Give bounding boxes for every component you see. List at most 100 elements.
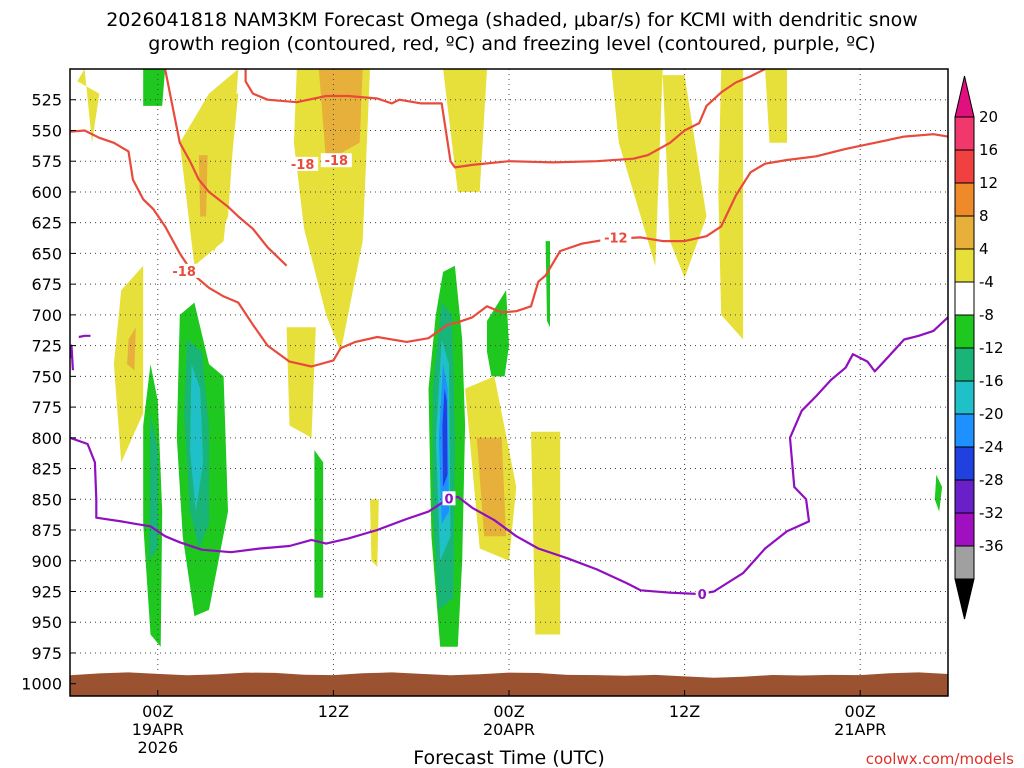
- omega-region-24: [545, 241, 550, 328]
- colorbar-label-12: -32: [979, 504, 1004, 522]
- contour-label-1: -18: [172, 265, 196, 280]
- colorbar-box-6: [954, 314, 975, 349]
- contour-label-bg-1: [168, 263, 200, 278]
- y-tick-label-875: 875: [31, 521, 62, 540]
- y-tick-label-725: 725: [31, 337, 62, 356]
- omega-region-5: [286, 327, 316, 438]
- x-tick-label-0: 00Z: [142, 702, 173, 721]
- contour-line-1: [164, 69, 288, 267]
- y-tick-label-850: 850: [31, 490, 62, 509]
- omega-region-26: [149, 413, 158, 561]
- omega-region-6: [370, 499, 379, 567]
- contour-label-bg-0: [287, 156, 319, 171]
- colorbar-box-0: [954, 116, 975, 151]
- colorbar-label-3: 8: [979, 207, 989, 225]
- colorbar: 20 16 12 8 4 -4 -8 -12 -16 -20 -24 -28 -32 -36: [954, 75, 1004, 620]
- colorbar-box-12: [954, 512, 975, 547]
- omega-region-25: [934, 474, 943, 512]
- contour-line-5: [78, 334, 91, 339]
- colorbar-bottom-arrow: [954, 578, 975, 620]
- y-tick-label-575: 575: [31, 152, 62, 171]
- colorbar-label-6: -8: [979, 306, 994, 324]
- contour-label-2: -18: [325, 154, 349, 169]
- contour-line-0: [70, 129, 948, 368]
- y-tick-label-700: 700: [31, 306, 62, 325]
- colorbar-label-1: 16: [979, 141, 998, 159]
- x-tick-date-24: 20APR: [483, 720, 535, 739]
- y-tick-label-800: 800: [31, 429, 62, 448]
- x-tick-label-24: 00Z: [493, 702, 524, 721]
- y-tick-label-525: 525: [31, 91, 62, 110]
- contour-label-3: -12: [604, 232, 628, 247]
- contour-line-3: [70, 316, 948, 596]
- contour-line-2: [244, 69, 766, 169]
- colorbar-label-8: -16: [979, 372, 1004, 390]
- y-tick-label-600: 600: [31, 183, 62, 202]
- colorbar-top-arrow: [954, 75, 975, 118]
- colorbar-box-8: [954, 380, 975, 415]
- omega-region-21: [314, 450, 324, 598]
- omega-region-0: [77, 69, 100, 143]
- y-tick-label-825: 825: [31, 460, 62, 479]
- contour-label-bg-5: [695, 587, 709, 602]
- contour-label-bg-2: [320, 153, 352, 168]
- x-tick-label-12: 12Z: [318, 702, 349, 721]
- omega-region-3: [209, 69, 239, 254]
- colorbar-box-5: [954, 281, 975, 316]
- y-tick-label-550: 550: [31, 121, 62, 140]
- contour-labels: -18 -18 -18 -12 0 0: [168, 153, 709, 603]
- x-axis-label: Forecast Time (UTC): [413, 747, 604, 768]
- omega-region-15: [476, 437, 507, 537]
- x-tick-date-0: 19APR: [132, 720, 184, 739]
- colorbar-label-0: 20: [979, 108, 998, 126]
- terrain: [70, 672, 948, 696]
- colorbar-box-4: [954, 248, 975, 283]
- y-tick-label-950: 950: [31, 613, 62, 632]
- colorbar-label-10: -24: [979, 438, 1004, 456]
- x-tick-date-48: 21APR: [834, 720, 886, 739]
- credit-text: coolwx.com/models: [866, 750, 1014, 768]
- y-axis-ticks: 525 550 575 600 625 650 675 700 725 750 775 800 825 8…: [21, 91, 76, 694]
- contour-label-4: 0: [444, 492, 453, 507]
- x-tick-year-0: 2026: [137, 738, 178, 757]
- chart-title-line-2: growth region (contoured, red, ºC) and f…: [148, 33, 875, 55]
- omega-region-9: [531, 431, 561, 635]
- omega-region-14: [318, 69, 363, 162]
- colorbar-label-9: -20: [979, 405, 1004, 423]
- colorbar-box-1: [954, 149, 975, 184]
- colorbar-label-2: 12: [979, 174, 998, 192]
- colorbar-box-3: [954, 215, 975, 250]
- omega-region-32: [442, 388, 448, 487]
- colorbar-box-13: [954, 545, 975, 580]
- omega-region-18: [143, 69, 166, 106]
- colorbar-label-5: -4: [979, 273, 994, 291]
- y-tick-label-975: 975: [31, 644, 62, 663]
- y-tick-label-925: 925: [31, 583, 62, 602]
- contour-label-0: -18: [291, 158, 315, 173]
- y-tick-label-1000: 1000: [21, 675, 62, 694]
- colorbar-label-13: -36: [979, 537, 1004, 555]
- colorbar-box-11: [954, 479, 975, 514]
- omega-region-16: [127, 327, 136, 371]
- colorbar-box-2: [954, 182, 975, 217]
- colorbar-label-4: 4: [979, 240, 989, 258]
- colorbar-box-10: [954, 446, 975, 481]
- y-tick-label-625: 625: [31, 214, 62, 233]
- contour-label-bg-4: [442, 491, 456, 506]
- y-tick-label-900: 900: [31, 552, 62, 571]
- colorbar-box-9: [954, 413, 975, 448]
- contour-label-5: 0: [698, 588, 707, 603]
- omega-region-11: [662, 75, 707, 278]
- contour-label-bg-3: [600, 230, 632, 245]
- chart-title-line-1: 2026041818 NAM3KM Forecast Omega (shaded…: [106, 9, 918, 31]
- y-tick-label-775: 775: [31, 398, 62, 417]
- y-tick-label-750: 750: [31, 367, 62, 386]
- colorbar-label-11: -28: [979, 471, 1004, 489]
- omega-region-13: [765, 69, 787, 143]
- y-tick-label-675: 675: [31, 275, 62, 294]
- omega-shading: [77, 69, 943, 647]
- omega-region-23: [487, 290, 509, 377]
- terrain-band: [70, 672, 948, 696]
